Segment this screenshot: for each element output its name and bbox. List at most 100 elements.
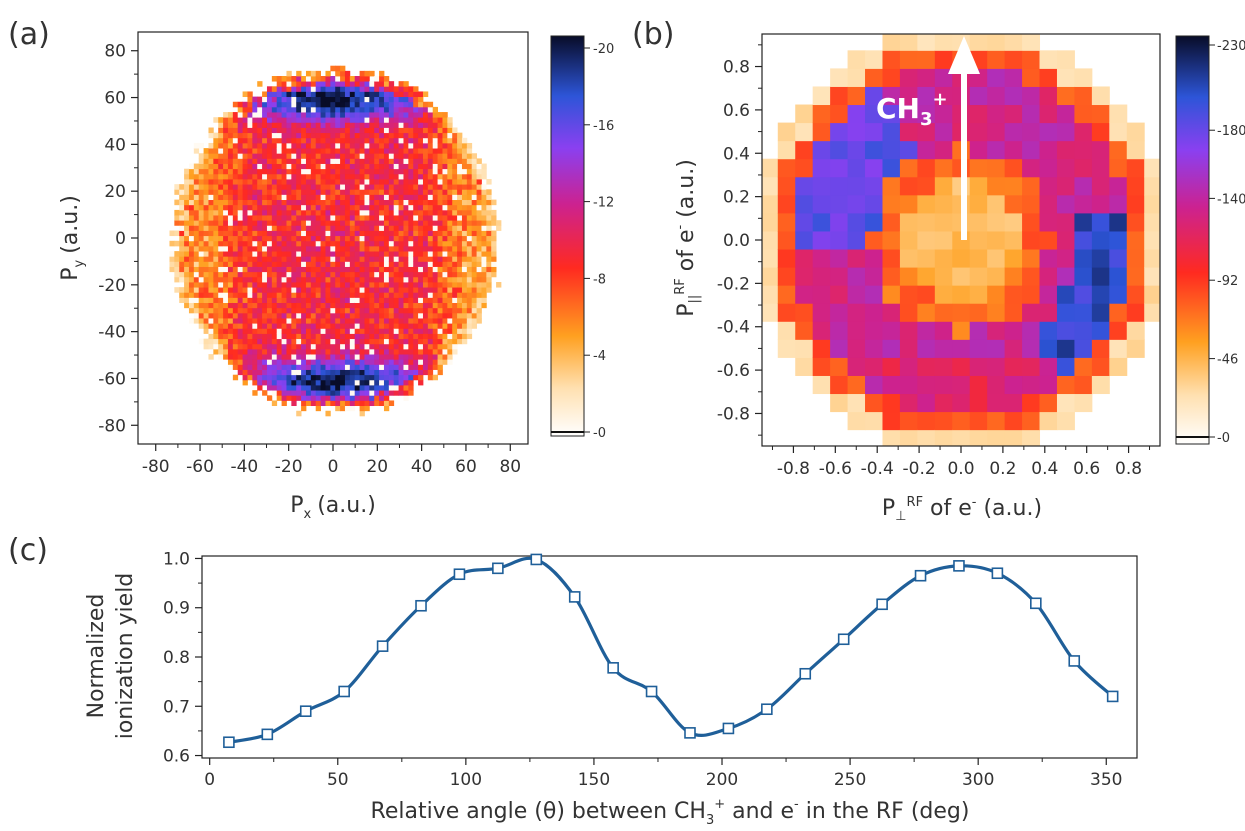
heatmap-a-cell xyxy=(335,81,341,87)
heatmap-a-cell xyxy=(315,106,321,113)
panel-a-ytick-label: 40 xyxy=(104,135,126,155)
heatmap-a-cell xyxy=(257,251,263,257)
heatmap-a-cell xyxy=(320,390,326,396)
panel-c-xlabel: Relative angle (θ) between CH3+ and e- i… xyxy=(371,797,970,827)
heatmap-a-cell xyxy=(388,312,395,319)
heatmap-a-cell xyxy=(281,400,287,407)
heatmap-a-cell xyxy=(330,292,336,298)
heatmap-a-cell xyxy=(369,379,375,386)
heatmap-a-cell xyxy=(393,287,399,293)
heatmap-a-cell xyxy=(281,364,287,370)
heatmap-a-cell xyxy=(335,348,341,355)
heatmap-a-cell xyxy=(232,292,239,298)
heatmap-b-cell xyxy=(882,429,901,446)
heatmap-a-cell xyxy=(437,122,443,128)
heatmap-a-cell xyxy=(257,137,263,144)
heatmap-a-cell xyxy=(193,266,200,273)
heatmap-a-cell xyxy=(442,261,448,267)
heatmap-a-cell xyxy=(296,215,302,221)
heatmap-a-cell xyxy=(349,261,356,267)
heatmap-a-cell xyxy=(262,132,268,139)
heatmap-a-cell xyxy=(305,215,312,221)
heatmap-a-cell xyxy=(330,245,336,252)
heatmap-a-cell xyxy=(301,117,307,123)
heatmap-a-cell xyxy=(359,137,365,144)
heatmap-a-cell xyxy=(237,235,243,242)
heatmap-b-cell xyxy=(1091,140,1110,160)
heatmap-a-cell xyxy=(291,91,297,98)
heatmap-b-cell xyxy=(1109,357,1128,376)
heatmap-a-cell xyxy=(252,364,258,370)
heatmap-a-cell xyxy=(476,168,482,175)
heatmap-a-cell xyxy=(257,220,263,226)
heatmap-a-cell xyxy=(257,148,263,154)
heatmap-a-cell xyxy=(203,343,209,350)
heatmap-b-cell xyxy=(882,176,901,196)
heatmap-a-cell xyxy=(364,245,370,252)
heatmap-a-cell xyxy=(218,194,224,201)
heatmap-a-cell xyxy=(447,348,453,355)
heatmap-a-cell xyxy=(340,359,346,365)
heatmap-a-cell xyxy=(296,189,302,195)
heatmap-a-cell xyxy=(496,282,502,288)
heatmap-a-cell xyxy=(374,112,380,118)
heatmap-a-cell xyxy=(349,106,356,113)
panel-b-ytick-label: 0.4 xyxy=(723,144,750,164)
heatmap-b-cell xyxy=(795,339,814,358)
heatmap-a-cell xyxy=(281,348,287,355)
heatmap-a-cell xyxy=(466,215,473,221)
heatmap-a-cell xyxy=(252,132,258,139)
heatmap-a-cell xyxy=(262,276,268,283)
heatmap-a-cell xyxy=(325,230,331,237)
heatmap-a-cell xyxy=(193,240,200,247)
heatmap-a-cell xyxy=(447,343,453,350)
heatmap-a-cell xyxy=(364,405,370,412)
heatmap-a-cell xyxy=(408,369,414,376)
heatmap-a-cell xyxy=(203,153,209,159)
heatmap-a-cell xyxy=(437,225,443,231)
heatmap-a-cell xyxy=(349,312,356,319)
panel-a-xtick-label: 60 xyxy=(455,457,477,477)
heatmap-a-cell xyxy=(266,127,273,134)
heatmap-a-cell xyxy=(262,287,268,293)
heatmap-a-cell xyxy=(184,287,190,293)
heatmap-a-cell xyxy=(174,271,180,278)
heatmap-a-cell xyxy=(198,189,204,195)
heatmap-b-cell xyxy=(777,285,796,304)
heatmap-a-cell xyxy=(354,354,360,360)
heatmap-a-cell xyxy=(325,106,331,113)
heatmap-b-cell xyxy=(934,429,953,446)
heatmap-a-cell xyxy=(427,318,434,324)
heatmap-a-cell xyxy=(379,240,385,247)
heatmap-a-cell xyxy=(223,209,229,216)
heatmap-a-cell xyxy=(305,204,312,211)
heatmap-a-cell xyxy=(193,282,200,288)
heatmap-a-cell xyxy=(291,179,297,185)
heatmap-a-cell xyxy=(252,137,258,144)
heatmap-a-cell xyxy=(403,256,409,262)
panel-a-ylabel-main: P xyxy=(58,268,83,281)
heatmap-a-cell xyxy=(315,81,321,87)
heatmap-a-cell xyxy=(437,173,443,180)
heatmap-a-cell xyxy=(232,359,239,365)
heatmap-a-cell xyxy=(427,209,434,216)
heatmap-a-cell xyxy=(422,266,429,273)
heatmap-a-cell xyxy=(476,194,482,201)
heatmap-a-cell xyxy=(223,323,229,329)
heatmap-a-cell xyxy=(301,112,307,118)
heatmap-a-cell xyxy=(422,282,429,288)
heatmap-a-cell xyxy=(364,348,370,355)
heatmap-a-cell xyxy=(413,122,419,128)
heatmap-b-cell xyxy=(865,339,883,358)
heatmap-a-cell xyxy=(398,287,404,293)
heatmap-a-cell xyxy=(437,328,443,334)
heatmap-a-cell xyxy=(276,369,282,376)
heatmap-a-cell xyxy=(291,271,297,278)
heatmap-a-cell xyxy=(408,142,414,149)
heatmap-a-cell xyxy=(422,354,429,360)
heatmap-a-cell xyxy=(218,333,224,340)
heatmap-a-cell xyxy=(227,112,234,118)
panel-c-series-line xyxy=(227,556,1115,744)
heatmap-a-cell xyxy=(349,266,356,273)
heatmap-a-cell xyxy=(461,266,468,273)
